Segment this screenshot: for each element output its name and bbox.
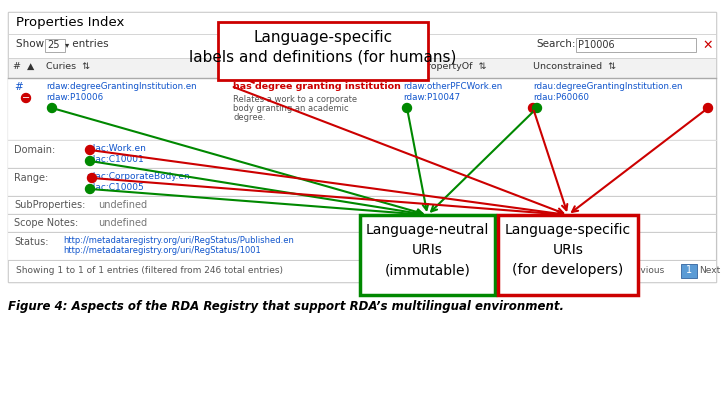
Bar [8,232,716,260]
Text: Show: Show [16,39,47,49]
Text: ▾: ▾ [65,40,70,49]
Text: 25: 25 [47,40,59,50]
Text: Language-specific: Language-specific [505,223,631,237]
Bar [8,168,716,196]
Text: http://metadataregistry.org/uri/RegStatus/Published.en: http://metadataregistry.org/uri/RegStatu… [63,236,294,245]
Text: Domain:: Domain: [14,145,55,155]
Text: Properties Index: Properties Index [16,16,125,29]
Circle shape [85,145,95,155]
Text: SubProperties:: SubProperties: [14,200,85,210]
Text: 1: 1 [686,265,692,275]
Bar [8,12,716,34]
Text: http://metadataregistry.org/uri/RegStatus/1001: http://metadataregistry.org/uri/RegStatu… [63,246,261,255]
Bar [8,140,716,168]
Circle shape [532,104,542,112]
Text: undefined: undefined [98,218,147,228]
Circle shape [22,94,30,102]
Text: #: # [14,82,22,92]
Bar [360,215,495,295]
Text: labels and definitions (for humans): labels and definitions (for humans) [189,50,457,65]
Bar [8,214,716,232]
Text: (for developers): (for developers) [513,263,623,277]
Circle shape [704,104,712,112]
Text: Previous: Previous [626,266,664,275]
Text: Curies  ⇅: Curies ⇅ [46,62,90,71]
Text: Relates a work to a corporate: Relates a work to a corporate [233,95,357,104]
Text: #  ▲: # ▲ [13,62,34,71]
Bar [45,39,65,52]
Text: Next: Next [699,266,720,275]
Circle shape [403,104,411,112]
Circle shape [85,184,95,194]
Text: degree.: degree. [233,113,266,122]
Text: Unconstrained  ⇅: Unconstrained ⇅ [533,62,616,71]
Text: Language-specific: Language-specific [253,30,392,45]
Circle shape [48,104,56,112]
Text: rdaw:P10006: rdaw:P10006 [46,93,103,102]
Bar [498,215,638,295]
Text: entries: entries [69,39,109,49]
Text: rdac:C10001: rdac:C10001 [86,155,144,164]
Text: Status:: Status: [14,237,49,247]
Circle shape [529,104,537,112]
Text: rdaw:degreeGrantingInstitution.en: rdaw:degreeGrantingInstitution.en [46,82,197,91]
Bar [218,22,428,80]
Text: URIs: URIs [412,243,443,257]
Bar [8,34,716,58]
Text: undefined: undefined [98,200,147,210]
Text: URIs: URIs [552,243,584,257]
Text: rdac:Work.en: rdac:Work.en [86,144,146,153]
Text: Search:: Search: [536,39,576,49]
Bar [8,260,716,282]
Bar [8,58,716,78]
Text: P10006: P10006 [578,40,615,50]
Bar [576,38,696,52]
Text: rdac:C10005: rdac:C10005 [86,183,144,192]
Text: rdaw:otherPFCWork.en: rdaw:otherPFCWork.en [403,82,502,91]
Text: rdaw:P10047: rdaw:P10047 [403,93,460,102]
Text: SubpropertyOf  ⇅: SubpropertyOf ⇅ [403,62,487,71]
Bar [8,78,716,140]
Bar [8,12,716,282]
Bar [681,264,697,278]
Text: rdau:P60060: rdau:P60060 [533,93,589,102]
Text: Showing 1 to 1 of 1 entries (filtered from 246 total entries): Showing 1 to 1 of 1 entries (filtered fr… [16,266,283,275]
Text: Figure 4: Aspects of the RDA Registry that support RDA’s multilingual environmen: Figure 4: Aspects of the RDA Registry th… [8,300,564,313]
Text: rdac:CorporateBody.en: rdac:CorporateBody.en [86,172,190,181]
Text: (immutable): (immutable) [384,263,471,277]
Circle shape [85,156,95,166]
Bar [8,196,716,214]
Text: Range:: Range: [14,173,49,183]
Text: has degree granting institution: has degree granting institution [233,82,401,91]
Text: Label/Definition  ⇅: Label/Definition ⇅ [233,62,321,71]
Text: Scope Notes:: Scope Notes: [14,218,78,228]
Text: ✕: ✕ [702,39,712,52]
Text: −: − [22,93,30,103]
Text: body granting an academic: body granting an academic [233,104,349,113]
Circle shape [88,173,96,183]
Text: Language-neutral: Language-neutral [366,223,489,237]
Text: rdau:degreeGrantingInstitution.en: rdau:degreeGrantingInstitution.en [533,82,683,91]
